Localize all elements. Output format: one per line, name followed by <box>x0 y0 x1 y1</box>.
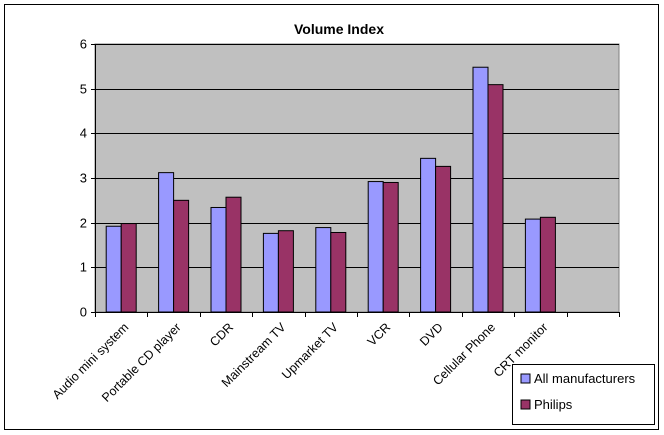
bar-all-manufacturers <box>367 181 384 313</box>
bar-all-manufacturers <box>210 206 227 313</box>
bar-philips <box>277 230 294 313</box>
y-tick-label: 2 <box>80 216 87 231</box>
bar-philips <box>225 196 242 313</box>
chart-frame: Volume Index 0 1 2 3 4 5 6 Audio mini system Por… <box>4 4 659 430</box>
chart-title: Volume Index <box>294 21 384 37</box>
legend-label: Philips <box>534 397 573 412</box>
y-tick-label: 5 <box>80 82 87 97</box>
y-tick-label: 1 <box>80 260 87 275</box>
bar-all-manufacturers <box>158 172 175 313</box>
y-tick-label: 0 <box>80 305 87 320</box>
bar-all-manufacturers <box>472 66 489 313</box>
x-category-label: CDR <box>207 320 236 349</box>
bar-philips <box>435 165 452 313</box>
legend-box <box>512 364 655 425</box>
bar-philips <box>330 231 347 313</box>
bar-philips <box>382 181 399 313</box>
legend-label: All manufacturers <box>534 371 636 386</box>
x-category-label: Upmarket TV <box>279 320 341 382</box>
legend: All manufacturers Philips <box>512 364 655 425</box>
bar-philips <box>173 199 190 313</box>
bar-all-manufacturers <box>524 218 541 313</box>
bar-all-manufacturers <box>315 227 332 313</box>
x-category-label: VCR <box>365 320 394 349</box>
legend-swatch <box>520 399 531 410</box>
bar-philips <box>487 84 504 313</box>
bar-philips <box>539 216 556 313</box>
legend-swatch <box>520 373 531 384</box>
bar-all-manufacturers <box>420 157 437 313</box>
y-tick-label: 4 <box>80 126 87 141</box>
bar-philips <box>120 223 137 313</box>
y-tick-label: 6 <box>80 37 87 52</box>
bar-all-manufacturers <box>262 232 279 313</box>
bar-all-manufacturers <box>105 225 122 313</box>
y-tick-label: 3 <box>80 171 87 186</box>
x-category-label: DVD <box>417 320 446 349</box>
